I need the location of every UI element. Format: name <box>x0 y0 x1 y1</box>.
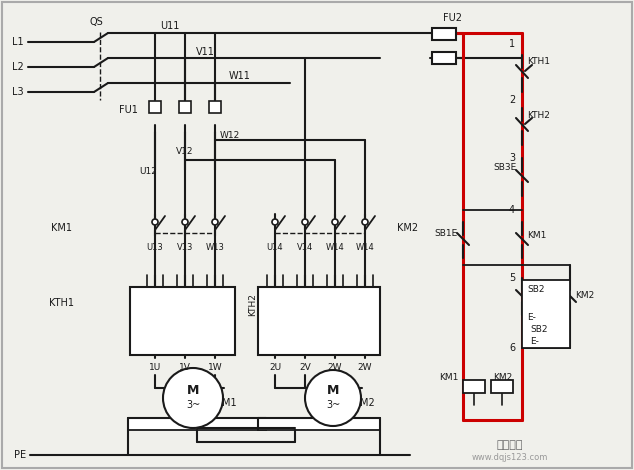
Text: SB1E: SB1E <box>435 228 458 237</box>
Bar <box>522 280 570 348</box>
Text: QS: QS <box>89 17 103 27</box>
Text: U11: U11 <box>160 21 179 31</box>
Text: FU2: FU2 <box>444 13 462 23</box>
Text: KM2: KM2 <box>575 290 594 299</box>
Circle shape <box>163 368 223 428</box>
Text: 2V: 2V <box>299 363 311 373</box>
Text: 6: 6 <box>509 343 515 353</box>
Text: KTH1: KTH1 <box>49 298 75 308</box>
Text: KM1: KM1 <box>439 374 458 383</box>
Bar <box>491 380 513 393</box>
Text: www.dqjs123.com: www.dqjs123.com <box>472 454 548 462</box>
Text: 1V: 1V <box>179 363 191 373</box>
Text: 1W: 1W <box>208 363 223 373</box>
Text: 2U: 2U <box>269 363 281 373</box>
Text: KTH2: KTH2 <box>249 294 257 316</box>
Text: M1: M1 <box>222 398 236 408</box>
Text: 2: 2 <box>509 95 515 105</box>
Text: V14: V14 <box>297 243 313 252</box>
Circle shape <box>332 219 338 225</box>
Text: 1: 1 <box>509 39 515 49</box>
Text: 2W: 2W <box>358 363 372 373</box>
Bar <box>258 287 380 355</box>
Circle shape <box>182 219 188 225</box>
Circle shape <box>362 219 368 225</box>
Bar <box>432 28 456 40</box>
Text: M: M <box>187 384 199 397</box>
Bar <box>463 380 485 393</box>
Text: V12: V12 <box>176 148 194 157</box>
Text: 2W: 2W <box>328 363 342 373</box>
Bar <box>128 418 266 430</box>
Text: FU1: FU1 <box>119 105 138 115</box>
Bar <box>209 101 221 113</box>
Text: 4: 4 <box>509 205 515 215</box>
Text: PE: PE <box>14 450 26 460</box>
Text: W14: W14 <box>356 243 374 252</box>
Text: W11: W11 <box>229 71 251 81</box>
Bar <box>258 418 380 430</box>
Text: M2: M2 <box>359 398 374 408</box>
Text: KTH2: KTH2 <box>527 110 550 119</box>
Text: U13: U13 <box>146 243 164 252</box>
Text: U12: U12 <box>139 167 157 177</box>
Text: E-: E- <box>530 337 539 346</box>
Bar <box>149 101 161 113</box>
Text: W13: W13 <box>205 243 224 252</box>
Text: L1: L1 <box>12 37 24 47</box>
Text: L2: L2 <box>12 62 24 72</box>
Bar <box>130 287 235 355</box>
Text: KM1: KM1 <box>51 223 72 233</box>
Text: 5: 5 <box>509 273 515 283</box>
Text: E-: E- <box>527 313 536 322</box>
Text: KM2: KM2 <box>493 374 512 383</box>
Text: SB3E: SB3E <box>494 164 517 172</box>
Text: L3: L3 <box>12 87 24 97</box>
Circle shape <box>152 219 158 225</box>
Text: KM2: KM2 <box>398 223 418 233</box>
Text: V11: V11 <box>195 47 214 57</box>
Text: KM1: KM1 <box>527 230 547 240</box>
Text: 3~: 3~ <box>186 400 200 410</box>
Circle shape <box>302 219 308 225</box>
Bar <box>179 101 191 113</box>
Text: 3: 3 <box>509 153 515 163</box>
Text: W14: W14 <box>326 243 344 252</box>
Text: V13: V13 <box>177 243 193 252</box>
Text: SB2: SB2 <box>527 285 545 295</box>
Text: U14: U14 <box>267 243 283 252</box>
Bar <box>432 52 456 64</box>
Text: M: M <box>327 384 339 397</box>
Text: W12: W12 <box>220 132 240 141</box>
Text: SB2: SB2 <box>530 326 548 335</box>
Text: 1U: 1U <box>149 363 161 373</box>
Circle shape <box>305 370 361 426</box>
Circle shape <box>212 219 218 225</box>
Circle shape <box>272 219 278 225</box>
Text: 3~: 3~ <box>326 400 340 410</box>
Text: 电工天下: 电工天下 <box>497 440 523 450</box>
Text: KTH1: KTH1 <box>527 57 550 66</box>
